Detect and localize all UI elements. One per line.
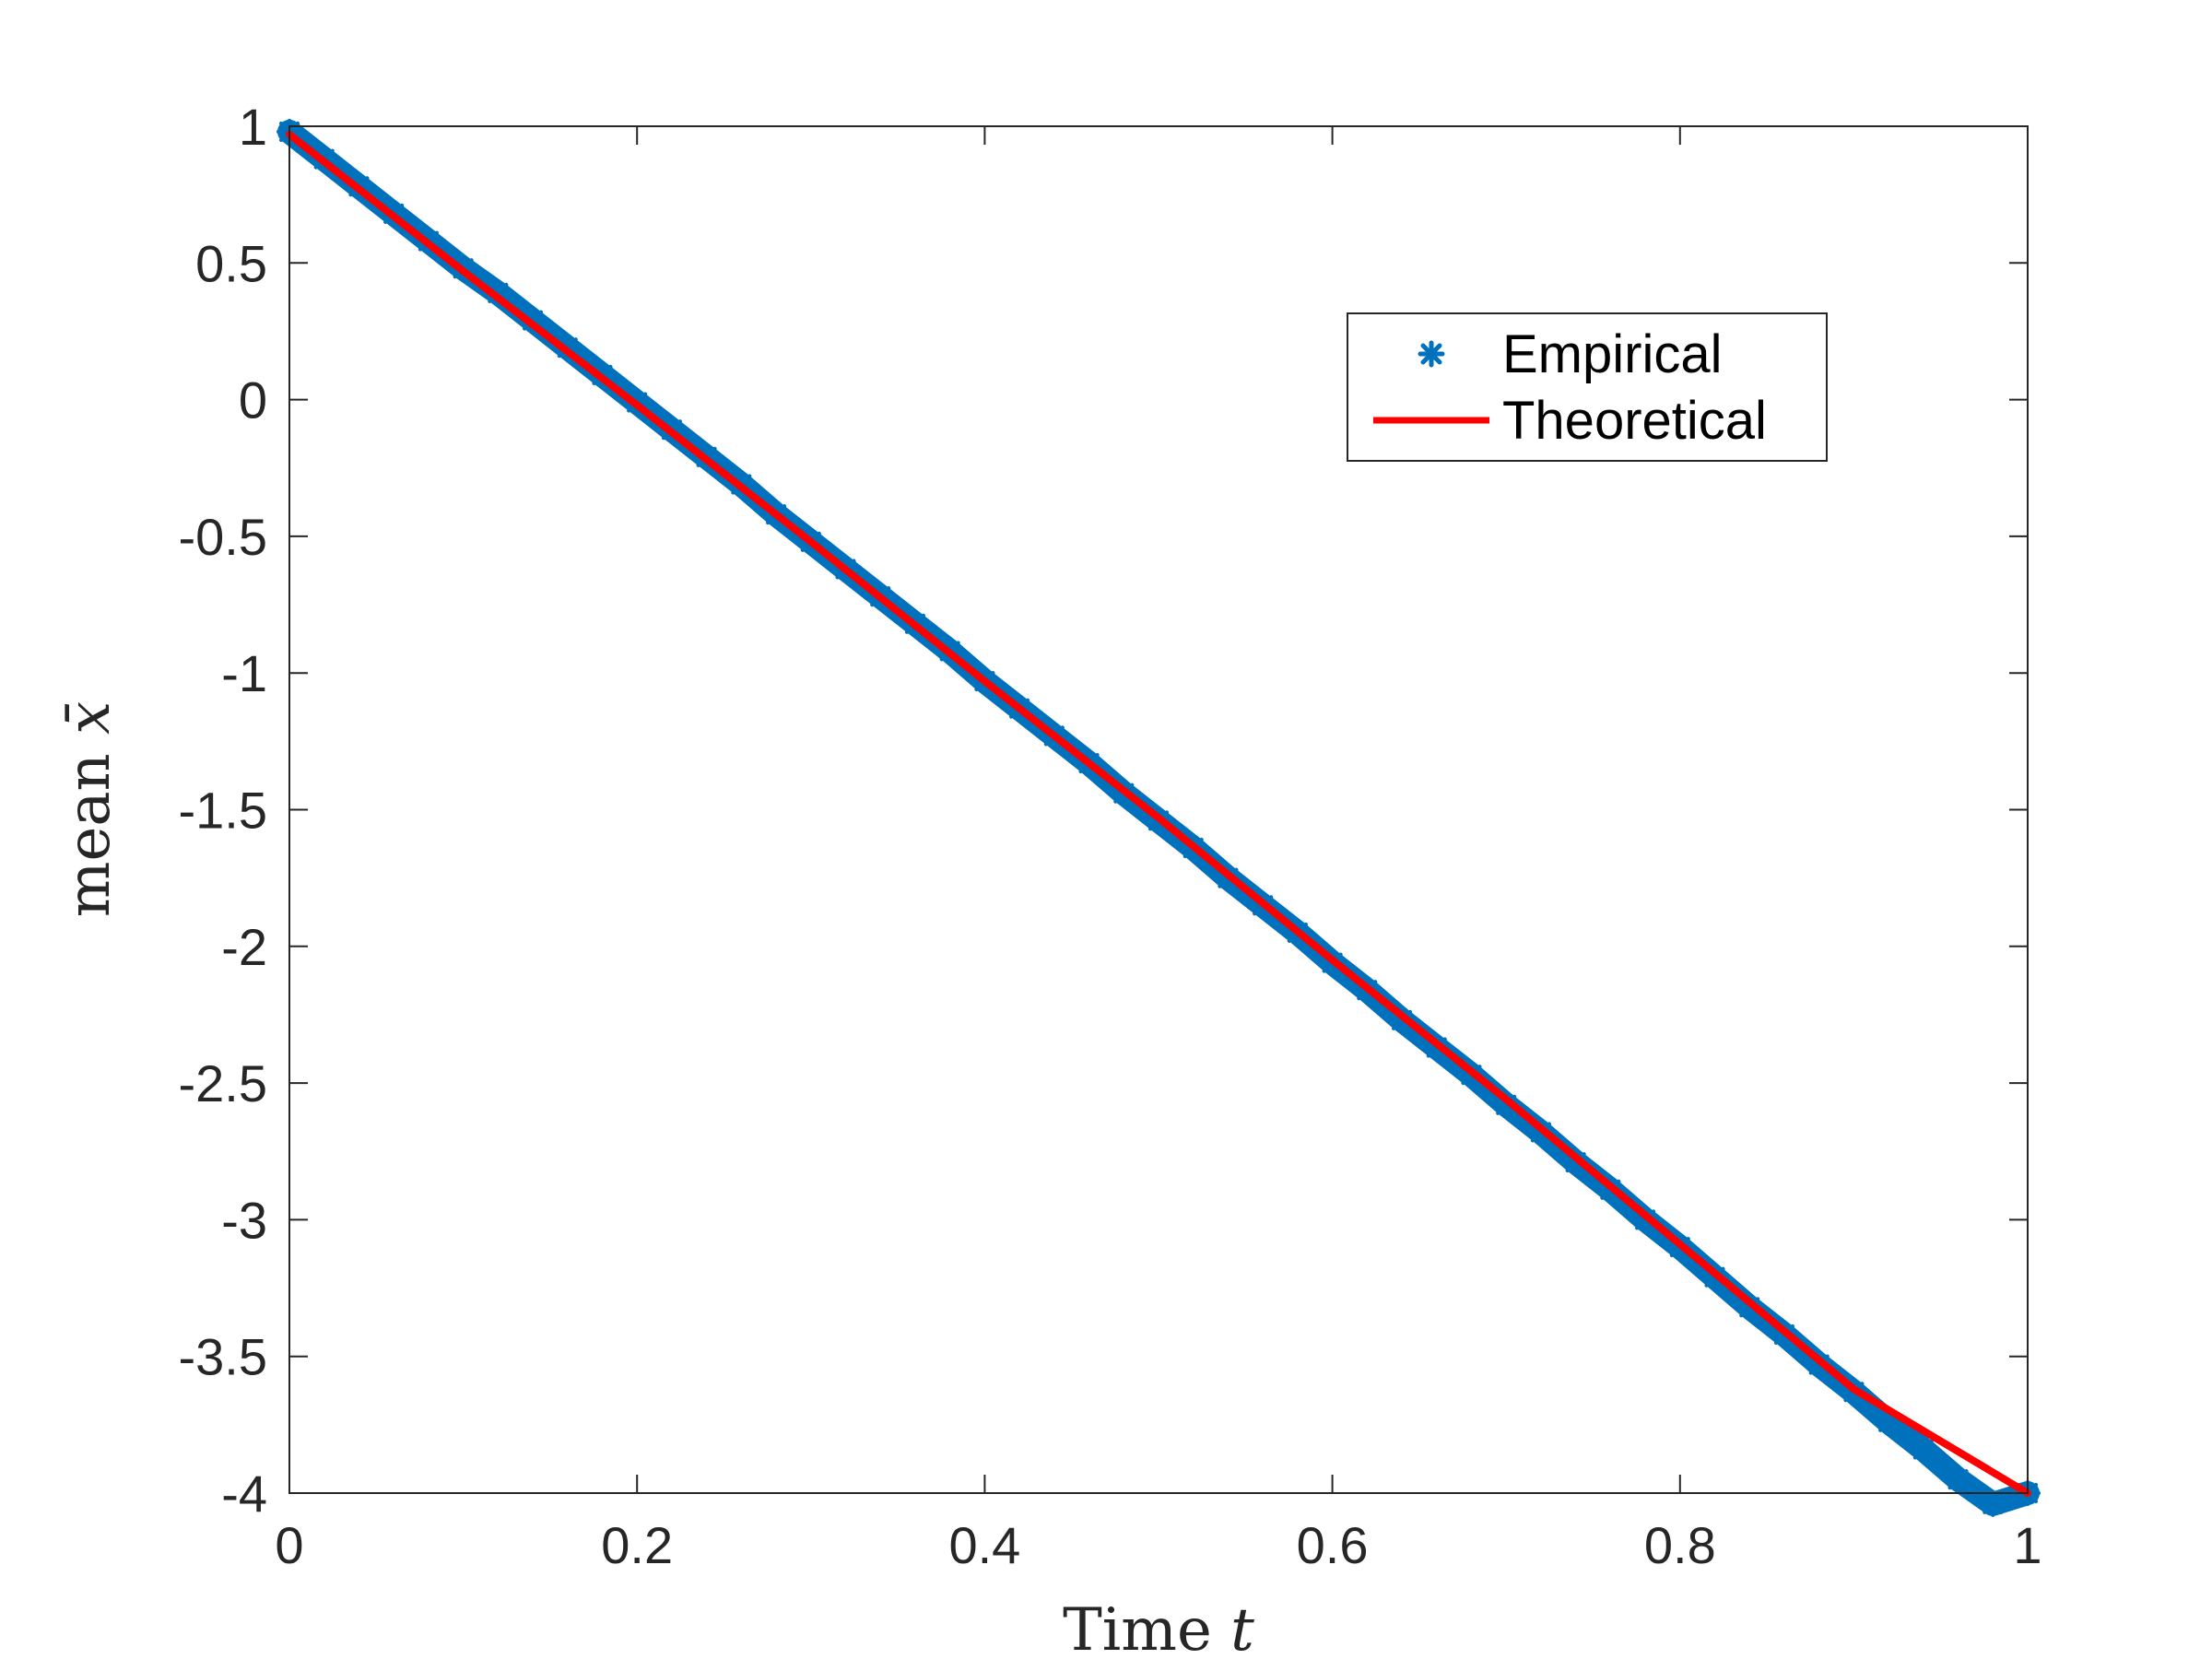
y-tick-label: 1 (239, 98, 267, 156)
empirical-point (1945, 1466, 1971, 1493)
legend-box (1347, 312, 1828, 462)
y-tick-label: -3.5 (179, 1328, 268, 1386)
y-tick-label: -1 (221, 644, 267, 702)
x-tick-label: 0.4 (948, 1516, 1020, 1574)
tick-labels: 0 0.2 0.4 0.6 0.8 1 1 0.5 0 -0.5 -1 -1.5 -2 -2.5 -3 -3.… (179, 98, 2042, 1574)
y-tick-label: -3 (221, 1191, 267, 1249)
y-tick-label: -4 (221, 1465, 267, 1523)
y-axis-label: mean x̄ (55, 701, 124, 917)
empirical-point (1980, 1490, 2006, 1517)
y-tick-label: -1.5 (179, 782, 268, 840)
x-axis-label-text: Time (1063, 1596, 1230, 1659)
y-tick-label: -2.5 (179, 1054, 268, 1112)
x-tick-label: 0.2 (601, 1516, 673, 1574)
x-tick-label: 0 (275, 1516, 303, 1574)
y-axis-label-text: mean (55, 735, 124, 917)
x-axis-label: Time t (1063, 1596, 1254, 1659)
x-tick-label: 0.6 (1297, 1516, 1369, 1574)
plot-frame (288, 125, 2029, 1494)
x-tick-label: 0.8 (1644, 1516, 1716, 1574)
series-theoretical (286, 130, 2031, 1497)
x-axis-label-var: t (1230, 1596, 1254, 1659)
legend-theoretical-label: Theoretical (1502, 391, 1767, 451)
legend-empirical-label: Empirical (1502, 324, 1723, 384)
legend-empirical-marker (1418, 340, 1445, 368)
legend: Empirical Theoretical (1347, 312, 1828, 462)
theoretical-line (286, 130, 2031, 1497)
empirical-point (1910, 1436, 1936, 1463)
y-tick-label: -2 (221, 918, 267, 976)
y-tick-label: 0.5 (195, 234, 267, 292)
y-axis-label-var: x̄ (55, 701, 124, 735)
y-tick-label: -0.5 (179, 508, 268, 566)
x-tick-label: 1 (2013, 1516, 2041, 1574)
y-tick-label: 0 (239, 371, 267, 429)
